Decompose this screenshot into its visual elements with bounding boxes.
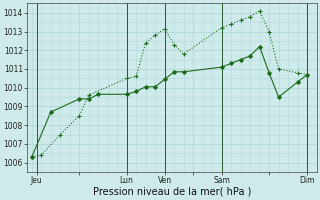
X-axis label: Pression niveau de la mer( hPa ): Pression niveau de la mer( hPa ) xyxy=(92,187,251,197)
